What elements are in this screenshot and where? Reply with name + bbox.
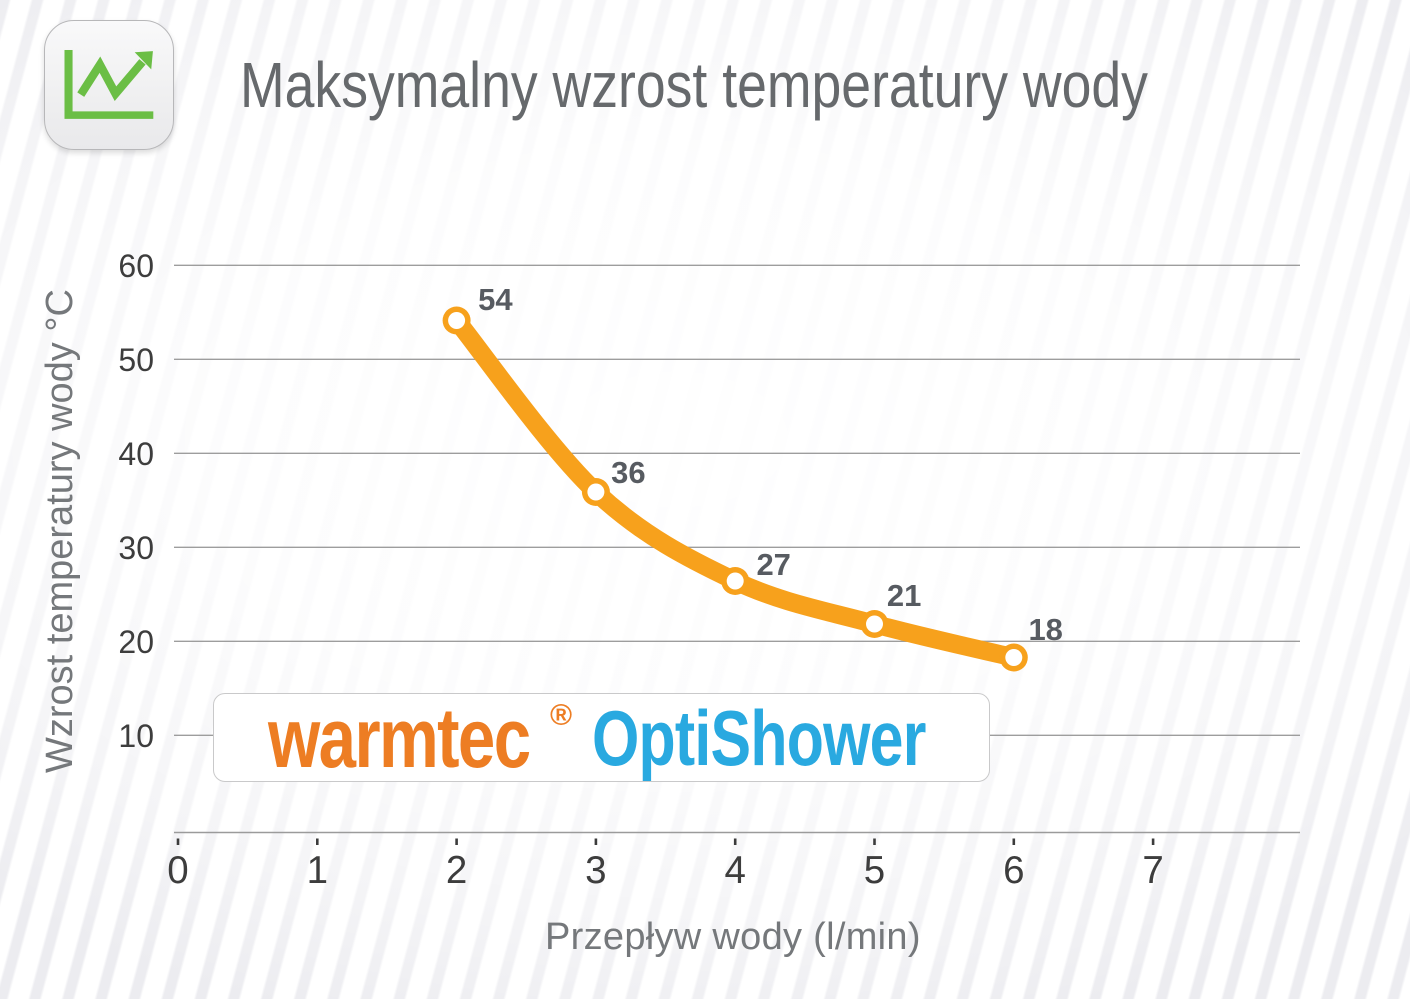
logo-brand-warmtec: warmtec	[268, 691, 531, 785]
chart-title: Maksymalny wzrost temperatury wody	[240, 49, 1148, 121]
data-label-54: 54	[478, 281, 513, 317]
line-chart-icon	[44, 20, 174, 150]
x-tick-label-0: 0	[167, 848, 189, 892]
x-tick-label-2: 2	[445, 848, 468, 892]
data-marker-hole-36	[587, 483, 605, 501]
y-tick-label-40: 40	[118, 435, 154, 472]
data-label-21: 21	[886, 578, 922, 614]
data-marker-hole-18	[1005, 649, 1023, 666]
icon-arrowhead	[134, 51, 153, 70]
x-tick-label-6: 6	[1003, 848, 1025, 892]
logo-product-optishower: OptiShower	[592, 694, 926, 782]
y-tick-label-10: 10	[118, 717, 154, 754]
y-tick-label-20: 20	[118, 623, 154, 660]
x-tick-label-4: 4	[724, 848, 746, 892]
data-marker-hole-27	[726, 572, 744, 590]
x-tick-label-3: 3	[585, 848, 607, 892]
x-axis-title: Przepływ wody (l/min)	[545, 916, 921, 958]
line-chart-icon-glyph	[64, 50, 154, 119]
data-label-27: 27	[756, 546, 791, 582]
x-tick-label-7: 7	[1142, 848, 1164, 892]
data-label-18: 18	[1028, 611, 1063, 647]
registered-trademark-icon: ®	[550, 699, 573, 732]
x-tick-label-5: 5	[863, 848, 886, 892]
icon-zigzag-line	[77, 56, 146, 101]
data-label-36: 36	[611, 454, 646, 490]
data-marker-hole-21	[866, 615, 883, 633]
logo-box: warmtec ® OptiShower	[213, 691, 990, 785]
icon-axes-shape	[64, 50, 154, 119]
x-tick-label-1: 1	[306, 848, 328, 892]
data-marker-hole-54	[448, 312, 466, 329]
y-tick-label-30: 30	[118, 529, 154, 566]
y-tick-label-60: 60	[118, 247, 154, 284]
y-tick-label-50: 50	[118, 341, 154, 378]
